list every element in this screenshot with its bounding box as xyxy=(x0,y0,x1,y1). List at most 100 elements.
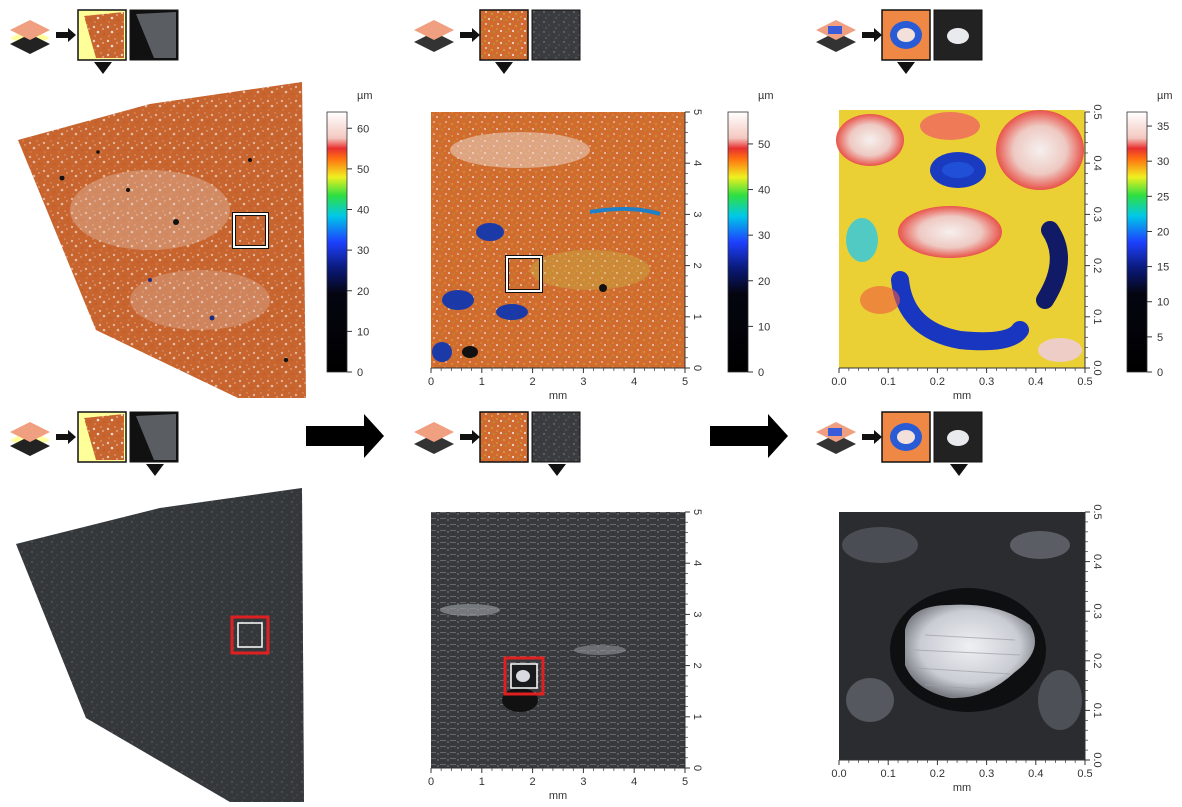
x-tick-label: 3 xyxy=(580,776,586,788)
thumb-optical-image xyxy=(531,9,581,61)
right-arrow-icon xyxy=(460,430,480,444)
thumb-optical-image xyxy=(531,411,581,463)
colorbar-tick-label: 0 xyxy=(1157,367,1163,379)
optical-image-0.5mm xyxy=(839,512,1085,760)
selection-box xyxy=(230,615,270,655)
y-tick-label: 4 xyxy=(691,160,703,166)
y-tick-label: 0.2 xyxy=(1091,653,1103,668)
thumb-strip-1 xyxy=(10,9,179,74)
y-tick-label: 0.5 xyxy=(1091,504,1103,519)
y-tick-label: 0.5 xyxy=(1091,104,1103,119)
colorbar-tick-label: 15 xyxy=(1157,262,1169,274)
y-tick-label: 0.4 xyxy=(1091,554,1103,569)
x-tick-label: 1 xyxy=(479,776,485,788)
y-tick-label: 5 xyxy=(691,509,703,515)
layers-icon xyxy=(10,422,50,456)
pointer-triangle-icon xyxy=(950,464,968,476)
colorbar-tick-label: 30 xyxy=(758,230,770,242)
y-tick-label: 3 xyxy=(691,211,703,217)
y-tick-label: 0.1 xyxy=(1091,309,1103,324)
x-tick-label: 0.2 xyxy=(930,768,945,780)
layers-icon xyxy=(10,20,50,54)
colorbar-tick-label: 40 xyxy=(758,185,770,197)
colorbar-tick-label: 60 xyxy=(357,123,369,135)
y-tick-label: 2 xyxy=(691,663,703,669)
x-tick-label: 0.5 xyxy=(1077,376,1092,388)
x-tick-label: 0.0 xyxy=(831,768,846,780)
thumb-strip-5 xyxy=(414,411,581,476)
colorbar-tick-label: 40 xyxy=(357,205,369,217)
colorbar-tick-label: 0 xyxy=(357,367,363,379)
layers-icon xyxy=(816,422,856,454)
flow-arrow-icon xyxy=(306,414,384,458)
axes-panel-3: 0.0 0.1 0.2 0.3 0.4 0.5 mm 0.0 0.1 0.2 0.3 0.4 0.5 xyxy=(831,104,1103,402)
colorbar-tick-label: 5 xyxy=(1157,332,1163,344)
pointer-triangle-icon xyxy=(146,464,164,476)
y-tick-label: 5 xyxy=(691,109,703,115)
right-arrow-icon xyxy=(56,28,76,42)
pointer-triangle-icon xyxy=(94,62,112,74)
colorbar-unit: µm xyxy=(357,90,373,102)
y-tick-label: 0 xyxy=(691,365,703,371)
x-tick-label: 0.3 xyxy=(979,768,994,780)
height-map-full-sample xyxy=(18,82,306,398)
colorbar-tick-label: 10 xyxy=(758,321,770,333)
y-tick-label: 0 xyxy=(691,765,703,771)
x-tick-label: 5 xyxy=(682,376,688,388)
height-map-0.5mm xyxy=(836,110,1085,368)
colorbar-tick-label: 30 xyxy=(357,245,369,257)
colorbar-tick-label: 10 xyxy=(357,326,369,338)
selection-box xyxy=(503,656,545,696)
height-map-5mm xyxy=(431,112,685,368)
colorbar-unit: µm xyxy=(1157,90,1173,102)
axes-panel-5: 0 1 2 3 4 5 mm 0 1 2 3 4 5 xyxy=(428,509,703,802)
pointer-triangle-icon xyxy=(897,62,915,74)
colorbar-tick-label: 50 xyxy=(758,139,770,151)
optical-image-full-sample xyxy=(16,488,304,802)
x-tick-label: 2 xyxy=(530,376,536,388)
x-tick-label: 4 xyxy=(631,376,637,388)
y-tick-label: 0.0 xyxy=(1091,752,1103,767)
thumb-strip-6 xyxy=(816,411,983,476)
x-tick-label: 0.3 xyxy=(979,376,994,388)
layers-icon xyxy=(816,20,856,52)
layers-icon xyxy=(414,422,454,454)
colorbar-tick-label: 20 xyxy=(758,276,770,288)
x-tick-label: 0 xyxy=(428,376,434,388)
colorbar-unit: µm xyxy=(758,90,774,102)
x-tick-label: 0.4 xyxy=(1028,376,1043,388)
thumb-strip-4 xyxy=(10,411,179,476)
optical-image-5mm xyxy=(431,512,685,768)
colorbar-tick-label: 25 xyxy=(1157,191,1169,203)
y-tick-label: 0.3 xyxy=(1091,207,1103,222)
thumb-strip-2 xyxy=(414,9,581,74)
y-tick-label: 1 xyxy=(691,714,703,720)
x-axis-label: mm xyxy=(953,782,971,794)
pointer-triangle-icon xyxy=(548,464,566,476)
x-tick-label: 0.1 xyxy=(881,376,896,388)
flow-arrow-icon xyxy=(710,414,788,458)
y-tick-label: 0.3 xyxy=(1091,604,1103,619)
colorbar-tick-label: 20 xyxy=(1157,226,1169,238)
y-tick-label: 1 xyxy=(691,314,703,320)
colorbar-tick-label: 30 xyxy=(1157,156,1169,168)
y-tick-label: 4 xyxy=(691,560,703,566)
right-arrow-icon xyxy=(460,28,480,42)
x-tick-label: 3 xyxy=(580,376,586,388)
layers-icon xyxy=(414,20,454,52)
axes-panel-6: 0.0 0.1 0.2 0.3 0.4 0.5 mm 0.0 0.1 0.2 0.3 0.4 0.5 xyxy=(831,504,1103,794)
colorbar-tick-label: 50 xyxy=(357,164,369,176)
right-arrow-icon xyxy=(862,28,882,42)
colorbar-tick-label: 35 xyxy=(1157,121,1169,133)
thumb-strip-3 xyxy=(816,9,983,74)
y-tick-label: 3 xyxy=(691,611,703,617)
x-tick-label: 4 xyxy=(631,776,637,788)
thumb-height-map xyxy=(479,411,529,463)
x-axis-label: mm xyxy=(549,390,567,402)
y-tick-label: 0.0 xyxy=(1091,360,1103,375)
colorbar-tick-label: 10 xyxy=(1157,297,1169,309)
x-tick-label: 0.4 xyxy=(1028,768,1043,780)
x-axis-label: mm xyxy=(549,790,567,802)
axes-panel-2: 0 1 2 3 4 5 mm 0 1 2 3 4 5 xyxy=(428,109,703,402)
